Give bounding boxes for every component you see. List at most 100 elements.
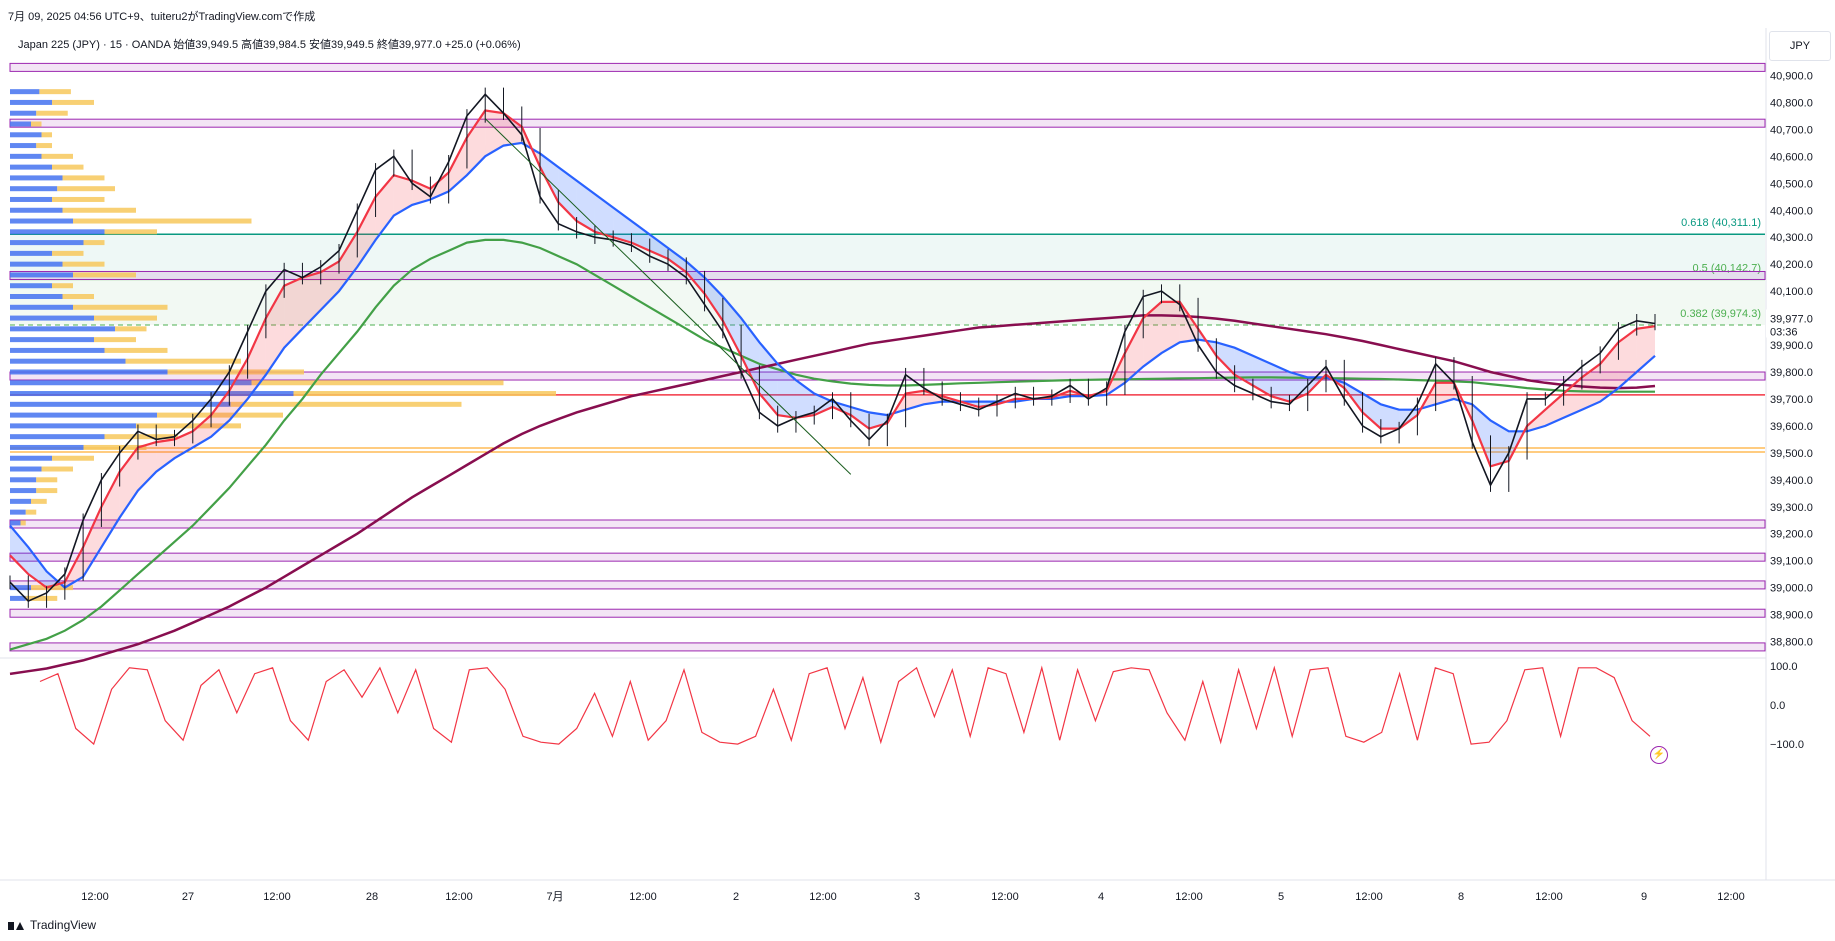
vp-up-bar-16 bbox=[10, 261, 63, 267]
price-marker-bg bbox=[1766, 309, 1828, 338]
vp-down-bar-40 bbox=[20, 520, 26, 526]
vp-up-bar-39 bbox=[10, 509, 26, 515]
x-tick-label: 12:00 bbox=[991, 891, 1019, 903]
vp-down-bar-29 bbox=[230, 401, 462, 407]
vp-up-bar-25 bbox=[10, 358, 126, 364]
vp-up-bar-12 bbox=[10, 218, 73, 224]
vp-down-bar-20 bbox=[73, 304, 168, 310]
vp-up-bar-20 bbox=[10, 304, 73, 310]
y-tick-label: 38,900.0 bbox=[1770, 610, 1813, 622]
ema-ribbon-fill bbox=[686, 261, 705, 294]
snapshot-timestamp: 7月 09, 2025 04:56 UTC+9、tuiteru2がTrading… bbox=[8, 11, 316, 23]
vp-down-bar-39 bbox=[25, 509, 37, 515]
vp-down-bar-7 bbox=[52, 164, 84, 170]
y-tick-label: 39,300.0 bbox=[1770, 502, 1813, 514]
vp-down-bar-12 bbox=[73, 218, 252, 224]
ema-ribbon-fill bbox=[1179, 301, 1199, 343]
vp-down-bar-26 bbox=[167, 369, 304, 375]
ema-ribbon-fill bbox=[1234, 347, 1253, 386]
ema-ribbon-fill bbox=[704, 277, 723, 321]
price-marker-value: 39,977.0 bbox=[1770, 313, 1813, 325]
vp-down-bar-37 bbox=[36, 488, 58, 494]
ema-ribbon-fill bbox=[722, 296, 742, 356]
ema-ribbon-fill bbox=[759, 342, 778, 416]
vp-up-bar-1 bbox=[10, 99, 52, 105]
vp-down-bar-15 bbox=[52, 250, 84, 256]
vp-down-bar-9 bbox=[57, 186, 115, 192]
y-tick-label: 39,800.0 bbox=[1770, 367, 1813, 379]
ema-ribbon-fill bbox=[485, 110, 504, 157]
top-bar: 7月 09, 2025 04:56 UTC+9、tuiteru2がTrading… bbox=[0, 0, 1835, 28]
vp-down-bar-11 bbox=[62, 207, 136, 213]
y-tick-label: 39,100.0 bbox=[1770, 556, 1813, 568]
sr-band-4 bbox=[9, 519, 1766, 529]
vp-down-bar-14 bbox=[83, 240, 105, 246]
lightning-icon[interactable]: ⚡ bbox=[1650, 746, 1668, 764]
y-tick-label: 39,600.0 bbox=[1770, 421, 1813, 433]
vp-up-bar-31 bbox=[10, 423, 136, 429]
y-tick-label: 40,100.0 bbox=[1770, 286, 1813, 298]
vp-down-bar-13 bbox=[104, 229, 157, 235]
x-tick-label: 9 bbox=[1641, 891, 1647, 903]
vp-up-bar-24 bbox=[10, 347, 105, 353]
ema-ribbon-fill bbox=[320, 261, 339, 310]
vp-up-bar-3 bbox=[10, 121, 31, 127]
ema-ribbon-fill bbox=[795, 380, 815, 418]
vp-down-bar-28 bbox=[293, 391, 556, 397]
x-tick-label: 4 bbox=[1098, 891, 1104, 903]
y-tick-label: 38,800.0 bbox=[1770, 637, 1813, 649]
vp-up-bar-10 bbox=[10, 196, 52, 202]
oscillator-line bbox=[39, 665, 1651, 746]
vp-up-bar-7 bbox=[10, 164, 52, 170]
y-tick-label: 39,000.0 bbox=[1770, 583, 1813, 595]
vp-up-bar-34 bbox=[10, 455, 52, 461]
ema-ribbon-fill bbox=[1252, 355, 1272, 397]
ema-ribbon-fill bbox=[1618, 328, 1637, 389]
y-tick-label: 39,200.0 bbox=[1770, 529, 1813, 541]
vp-up-bar-27 bbox=[10, 380, 252, 386]
ema-ribbon-fill bbox=[10, 525, 29, 575]
ema-ribbon-fill bbox=[137, 442, 157, 491]
tradingview-branding: TradingView bbox=[8, 918, 96, 932]
y-tick-label: 40,400.0 bbox=[1770, 205, 1813, 217]
ema-ribbon-fill bbox=[1271, 363, 1290, 402]
sr-band-1 bbox=[9, 118, 1766, 128]
vp-down-bar-6 bbox=[41, 153, 73, 159]
vp-down-bar-17 bbox=[73, 272, 136, 278]
osc-tick-label: 0.0 bbox=[1770, 700, 1785, 712]
vp-up-bar-19 bbox=[10, 294, 63, 300]
ema-ribbon-fill bbox=[466, 110, 486, 176]
x-tick-label: 2 bbox=[733, 891, 739, 903]
x-tick-label: 12:00 bbox=[1717, 891, 1745, 903]
osc-tick-label: 100.0 bbox=[1770, 661, 1798, 673]
x-tick-label: 12:00 bbox=[629, 891, 657, 903]
ema-ribbon-fill bbox=[1472, 404, 1491, 467]
x-tick-label: 12:00 bbox=[1175, 891, 1203, 903]
vp-up-bar-33 bbox=[10, 444, 84, 450]
ema-ribbon-fill bbox=[229, 358, 248, 421]
ema-ribbon-fill bbox=[631, 221, 650, 251]
vp-down-bar-4 bbox=[41, 132, 52, 138]
vp-up-bar-5 bbox=[10, 143, 37, 149]
vp-up-bar-13 bbox=[10, 229, 105, 235]
ema-ribbon-fill bbox=[1380, 404, 1400, 429]
ema-ribbon-fill bbox=[28, 547, 47, 588]
vp-up-bar-29 bbox=[10, 401, 231, 407]
fib-label-0618: 0.618 (40,311.1) bbox=[1681, 217, 1761, 229]
vp-up-bar-6 bbox=[10, 153, 42, 159]
vp-down-bar-3 bbox=[31, 121, 42, 127]
vp-up-bar-15 bbox=[10, 250, 52, 256]
x-tick-label: 8 bbox=[1458, 891, 1464, 903]
currency-button[interactable]: JPY bbox=[1769, 31, 1831, 61]
vp-down-bar-21 bbox=[94, 315, 157, 321]
price-line bbox=[9, 93, 1656, 603]
ema-ribbon-fill bbox=[284, 277, 303, 348]
ema-ribbon-fill bbox=[192, 415, 212, 448]
y-tick-label: 40,300.0 bbox=[1770, 232, 1813, 244]
symbol-info-line[interactable]: Japan 225 (JPY) · 15 · OANDA 始値39,949.5 … bbox=[18, 39, 521, 51]
vp-down-bar-5 bbox=[36, 143, 52, 149]
down-trendline bbox=[484, 118, 852, 475]
vp-up-bar-22 bbox=[10, 326, 115, 332]
ema-ribbon-fill bbox=[211, 390, 230, 437]
